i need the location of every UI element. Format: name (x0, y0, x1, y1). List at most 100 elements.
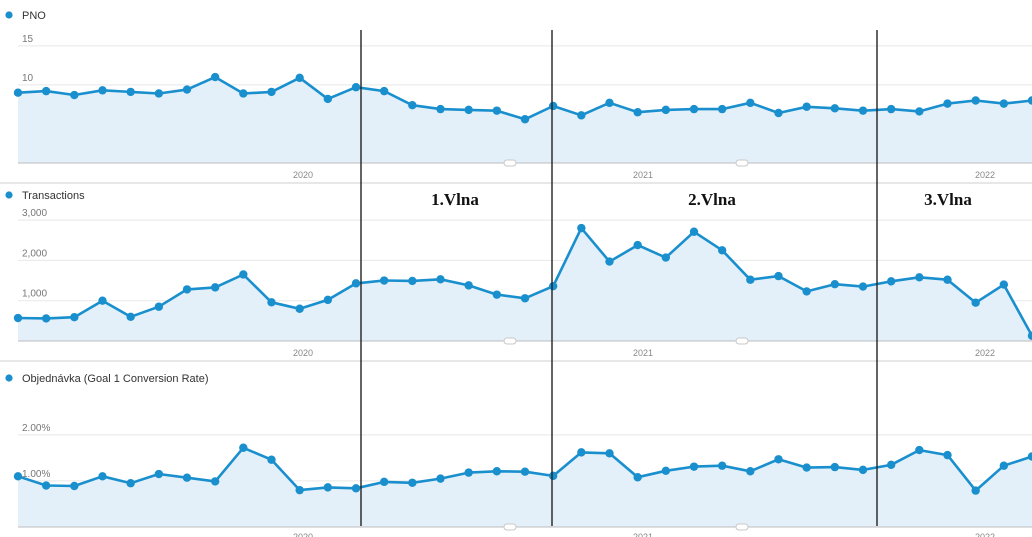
data-point (999, 280, 1009, 289)
legend-marker (5, 191, 13, 199)
data-point (239, 270, 248, 279)
timeline-handle (735, 337, 749, 345)
data-point (464, 281, 473, 290)
y-tick-label: 10 (22, 73, 34, 84)
data-point (915, 107, 924, 116)
data-point (239, 89, 248, 98)
x-tick-label: 2020 (293, 532, 313, 537)
data-point (98, 86, 107, 95)
data-point (70, 313, 79, 322)
data-point (154, 89, 164, 98)
data-point (858, 465, 868, 475)
data-point (41, 314, 51, 323)
data-point (999, 461, 1009, 470)
series-area (18, 228, 1032, 341)
data-point (605, 257, 614, 266)
data-point (379, 477, 389, 487)
x-tick-label: 2021 (633, 170, 653, 180)
data-point (323, 295, 333, 305)
series-area (18, 447, 1032, 527)
data-point (323, 483, 333, 492)
data-point (830, 462, 840, 472)
y-tick-label: 1.00% (22, 469, 50, 480)
data-point (746, 275, 755, 284)
data-point (210, 72, 220, 82)
timeline-handle (503, 159, 517, 167)
data-point (408, 100, 417, 110)
data-point (746, 98, 755, 108)
data-point (492, 106, 502, 115)
data-point (774, 455, 783, 464)
chart-panel-3: Objednávka (Goal 1 Conversion Rate) 1.00%… (5, 373, 1032, 537)
data-point (464, 105, 473, 115)
data-point (633, 108, 642, 117)
data-point (886, 277, 896, 286)
data-point (886, 104, 896, 114)
data-point (858, 282, 868, 291)
data-point (830, 104, 840, 113)
legend-marker (5, 374, 13, 382)
data-point (689, 227, 699, 236)
data-point (351, 83, 361, 92)
data-point (605, 449, 614, 458)
data-point (492, 290, 502, 299)
data-point (943, 450, 952, 460)
data-point (154, 469, 164, 479)
data-point (13, 472, 23, 481)
data-point (379, 86, 389, 96)
data-point (182, 85, 192, 94)
data-point (464, 468, 473, 477)
wave-label-3: 3.Vlna (924, 190, 972, 209)
data-point (577, 448, 586, 457)
data-point (915, 273, 924, 282)
data-point (858, 106, 868, 115)
data-point (436, 275, 445, 284)
chart-panel-2: Transactions 1,000 2,000 3,000 2020 2021 2022 (0, 190, 1032, 362)
data-point (1027, 452, 1032, 461)
wave-labels: 1.Vlna 2.Vlna 3.Vlna (431, 190, 972, 209)
data-point (548, 471, 558, 481)
data-point (408, 276, 417, 286)
data-point (520, 467, 530, 476)
data-point (41, 86, 51, 96)
data-point (689, 104, 699, 114)
data-point (661, 105, 671, 115)
data-point (182, 285, 192, 294)
data-point (126, 87, 135, 97)
data-point (1027, 331, 1032, 340)
data-point (520, 294, 530, 303)
legend-label: Objednávka (Goal 1 Conversion Rate) (22, 373, 208, 385)
wave-label-1: 1.Vlna (431, 190, 479, 209)
data-point (802, 287, 811, 296)
data-point (295, 304, 304, 313)
timeline-handle (735, 159, 749, 167)
data-point (577, 223, 586, 233)
y-tick-label: 3,000 (22, 208, 47, 219)
data-point (689, 462, 699, 471)
data-point (802, 102, 811, 111)
data-point (351, 484, 361, 493)
data-point (98, 472, 107, 481)
legend-label: PNO (22, 10, 46, 22)
legend-marker (5, 11, 13, 19)
data-point (210, 283, 220, 292)
data-point (1027, 96, 1032, 105)
data-point (548, 101, 558, 111)
data-point (70, 481, 79, 491)
timeline-handle (735, 523, 749, 531)
data-point (661, 253, 671, 262)
data-point (717, 104, 727, 114)
legend-label: Transactions (22, 190, 85, 202)
data-point (577, 111, 586, 120)
y-tick-label: 2,000 (22, 248, 47, 259)
data-point (154, 302, 164, 311)
data-point (971, 96, 980, 105)
data-point (633, 473, 642, 482)
data-point (41, 481, 51, 490)
data-point (717, 246, 727, 255)
data-point (323, 94, 333, 104)
wave-label-2: 2.Vlna (688, 190, 736, 209)
data-point (98, 296, 107, 305)
chart-panel-1: PNO51015202020212022 (0, 10, 1032, 184)
